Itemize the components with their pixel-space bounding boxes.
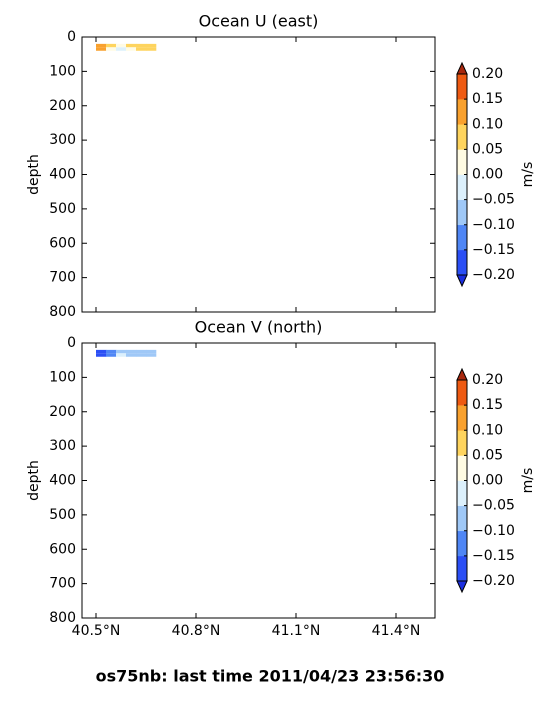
colorbar-tick-label: 0.20 <box>472 66 503 82</box>
contour-cell <box>146 349 157 354</box>
panel-title: Ocean V (north) <box>195 318 323 337</box>
colorbar-band <box>457 249 467 276</box>
contour-cell <box>146 43 157 48</box>
y-tick-label: 200 <box>49 404 76 420</box>
colorbar-tick-label: −0.15 <box>472 548 515 564</box>
y-tick-label: 0 <box>67 29 76 45</box>
contour-cell <box>126 43 137 48</box>
contour-cell <box>126 47 137 51</box>
colorbar-band <box>457 455 467 481</box>
y-axis-label: depth <box>26 154 42 195</box>
y-tick-label: 700 <box>49 270 76 286</box>
y-tick-label: 600 <box>49 541 76 557</box>
contour-cell <box>136 43 147 48</box>
colorbar-tick-label: −0.20 <box>472 267 515 283</box>
panel-title: Ocean U (east) <box>199 12 319 31</box>
contour-cell <box>96 353 107 357</box>
y-tick-label: 800 <box>49 610 76 626</box>
colorbar-band <box>457 480 467 506</box>
y-tick-label: 400 <box>49 473 76 489</box>
colorbar-band <box>457 149 467 175</box>
contour-cell <box>126 353 137 357</box>
colorbar-band <box>457 124 467 150</box>
y-tick-label: 500 <box>49 201 76 217</box>
colorbar-tick-label: −0.15 <box>472 242 515 258</box>
y-axis-label: depth <box>26 460 42 501</box>
colorbar-band <box>457 380 467 406</box>
colorbar-label: m/s <box>520 468 536 494</box>
colorbar-tick-label: 0.10 <box>472 422 503 438</box>
colorbar-tick-label: 0.10 <box>472 116 503 132</box>
contour-cell <box>106 353 117 357</box>
colorbar-band <box>457 555 467 582</box>
y-tick-label: 300 <box>49 438 76 454</box>
colorbar-tick-label: −0.10 <box>472 217 515 233</box>
colorbar-tick-label: 0.05 <box>472 141 503 157</box>
contour-cell <box>116 43 127 48</box>
colorbar-tick-label: 0.15 <box>472 91 503 107</box>
contour-cell <box>96 43 107 48</box>
colorbar-tick-label: −0.05 <box>472 498 515 514</box>
colorbar-tick-label: 0.20 <box>472 372 503 388</box>
x-tick-label: 41.4°N <box>372 623 421 639</box>
colorbar-band <box>457 505 467 532</box>
contour-cell <box>136 349 147 354</box>
colorbar-tick-label: 0.05 <box>472 447 503 463</box>
y-tick-label: 200 <box>49 98 76 114</box>
contour-cell <box>136 47 147 51</box>
colorbar-tick-label: −0.10 <box>472 523 515 539</box>
contour-cell <box>106 43 117 48</box>
contour-cell <box>96 349 107 354</box>
y-tick-label: 600 <box>49 235 76 251</box>
colorbar-label: m/s <box>520 162 536 188</box>
y-tick-label: 800 <box>49 304 76 320</box>
colorbar-band <box>457 174 467 200</box>
y-tick-label: 700 <box>49 576 76 592</box>
contour-cell <box>126 349 137 354</box>
y-tick-label: 400 <box>49 167 76 183</box>
contour-cell <box>106 47 117 51</box>
contour-cell <box>116 349 127 354</box>
y-tick-label: 500 <box>49 507 76 523</box>
colorbar-tick-label: 0.15 <box>472 397 503 413</box>
contour-cell <box>146 47 157 51</box>
colorbar-band <box>457 199 467 226</box>
colorbar-band <box>457 74 467 100</box>
colorbar-tick-label: −0.20 <box>472 573 515 589</box>
contour-cell <box>106 349 117 354</box>
contour-cell <box>136 353 147 357</box>
figure-title: os75nb: last time 2011/04/23 23:56:30 <box>96 667 445 686</box>
colorbar-tick-label: −0.05 <box>472 192 515 208</box>
contour-cell <box>116 353 127 357</box>
x-tick-label: 40.8°N <box>172 623 221 639</box>
colorbar-tick-label: 0.00 <box>472 473 503 489</box>
x-tick-label: 40.5°N <box>72 623 121 639</box>
colorbar-band <box>457 224 467 251</box>
colorbar-band <box>457 430 467 456</box>
y-tick-label: 100 <box>49 369 76 385</box>
y-tick-label: 300 <box>49 132 76 148</box>
colorbar-band <box>457 405 467 431</box>
y-tick-label: 100 <box>49 63 76 79</box>
contour-cell <box>116 47 127 51</box>
y-tick-label: 0 <box>67 335 76 351</box>
colorbar-band <box>457 99 467 125</box>
colorbar-band <box>457 530 467 557</box>
x-tick-label: 41.1°N <box>272 623 321 639</box>
contour-cell <box>96 47 107 51</box>
colorbar-tick-label: 0.00 <box>472 167 503 183</box>
contour-cell <box>146 353 157 357</box>
